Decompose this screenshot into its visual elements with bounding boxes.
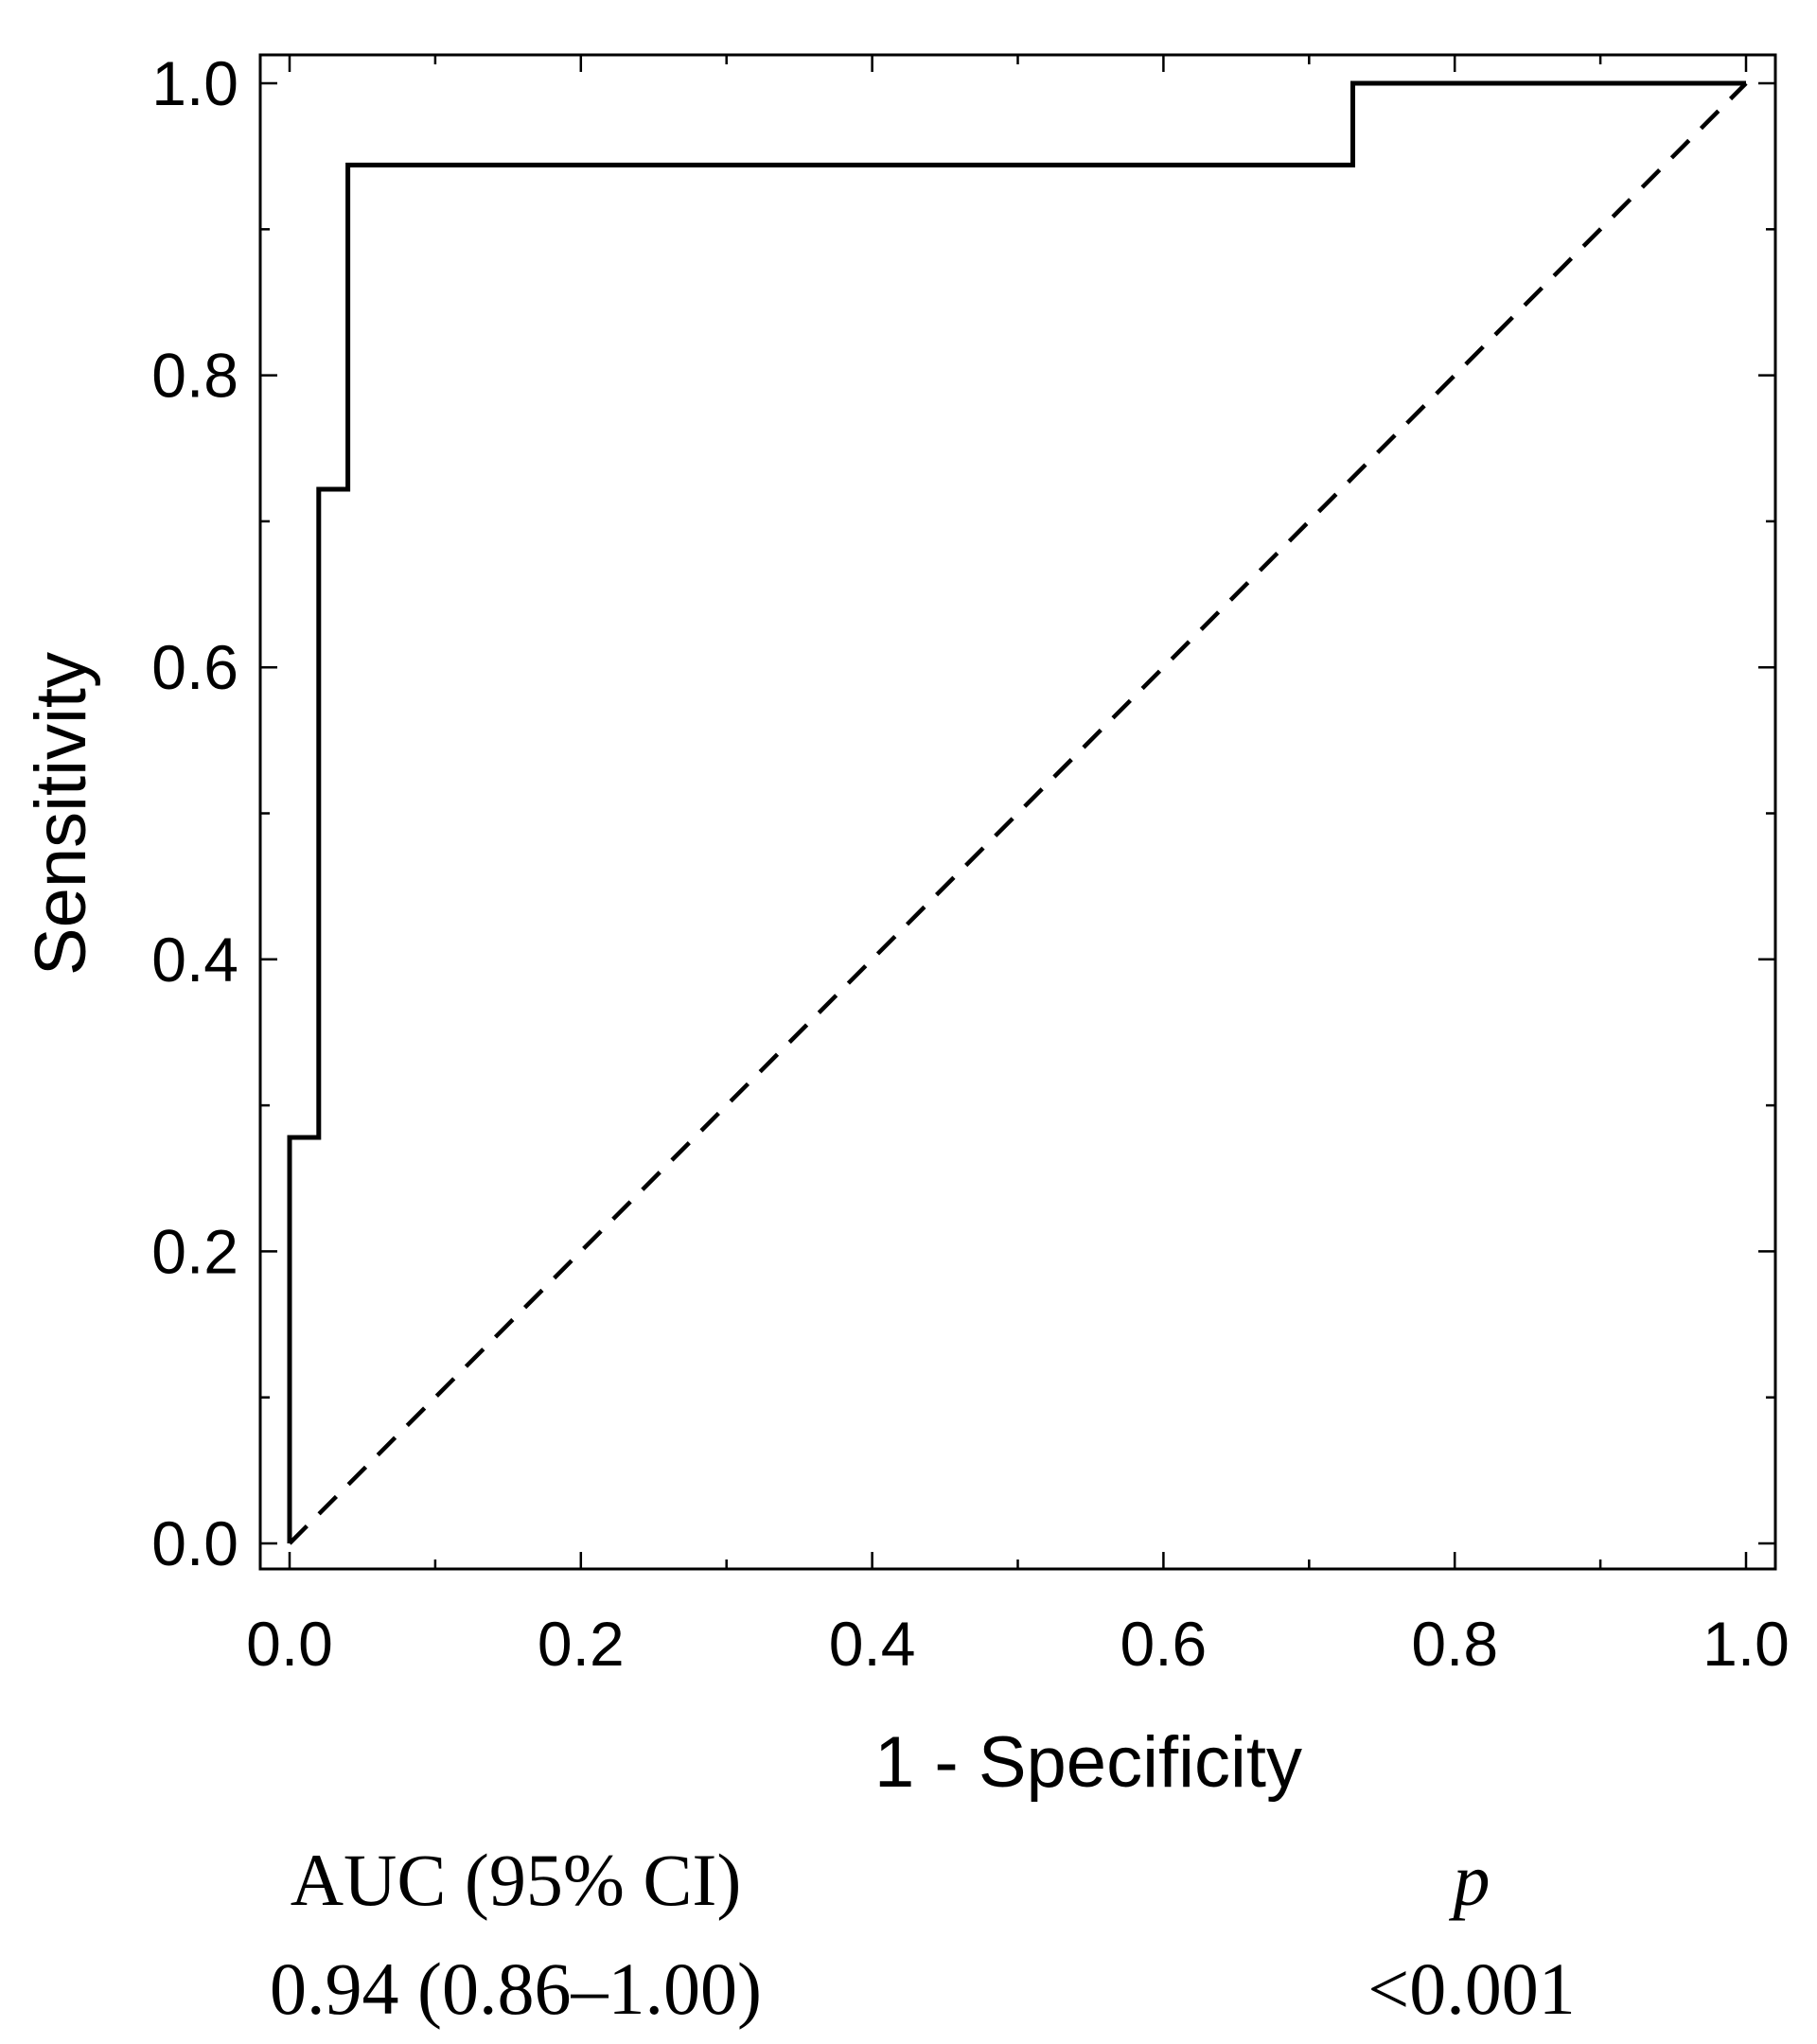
plot-frame: [258, 53, 1777, 1571]
tick-labels: 0.0 0.2 0.4 0.6 0.8 1.0 0.0 0.2 0.4 0.6 0.8 1.0: [151, 48, 1790, 1679]
y-tick-label: 0.6: [151, 632, 238, 702]
x-tick-label: 0.6: [1120, 1609, 1208, 1679]
x-axis-title: 1 - Specificity: [874, 1722, 1302, 1803]
p-header: p: [1449, 1839, 1491, 1921]
y-axis-title: Sensitivity: [21, 652, 101, 976]
y-tick-label: 0.2: [151, 1216, 238, 1286]
y-tick-label: 0.0: [151, 1508, 238, 1578]
y-tick-label: 1.0: [151, 48, 238, 118]
x-tick-label: 0.2: [538, 1609, 625, 1679]
axis-ticks: [260, 55, 1775, 1569]
auc-header: AUC (95% CI): [291, 1839, 742, 1921]
x-tick-label: 0.8: [1411, 1609, 1498, 1679]
x-tick-label: 1.0: [1702, 1609, 1790, 1679]
roc-curve: [287, 80, 1746, 1543]
y-tick-label: 0.4: [151, 925, 238, 995]
auc-value: 0.94 (0.86–1.00): [270, 1947, 762, 2030]
p-value: <0.001: [1367, 1947, 1576, 2030]
y-tick-label: 0.8: [151, 341, 238, 411]
reference-diagonal-line: [288, 81, 1748, 1545]
x-tick-label: 0.0: [246, 1609, 333, 1679]
x-tick-label: 0.4: [829, 1609, 916, 1679]
series-layer: [287, 80, 1748, 1545]
